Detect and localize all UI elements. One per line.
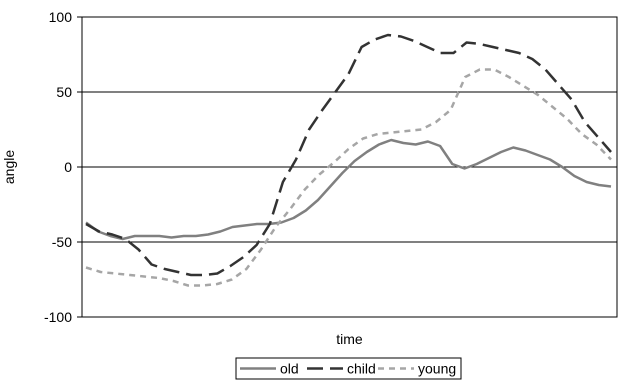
y-axis-title: angle (1, 150, 17, 184)
legend-label-child: child (347, 361, 376, 377)
series-line-young (85, 68, 612, 287)
y-tick-label: 100 (49, 9, 73, 25)
plot-area-frame (81, 16, 618, 318)
y-tick-label: 0 (64, 159, 72, 175)
legend: old child young (235, 357, 462, 380)
legend-label-young: young (418, 361, 456, 377)
y-tick-label: -100 (44, 309, 72, 325)
x-axis-title: time (336, 331, 363, 347)
series-line-child (85, 33, 612, 277)
series-lines (85, 33, 612, 287)
legend-label-old: old (280, 361, 299, 377)
y-tick-labels: -100 -50 0 50 100 (44, 9, 82, 325)
legend-box (235, 357, 462, 380)
series-line-old (85, 138, 612, 241)
y-tick-label: -50 (52, 234, 72, 250)
y-tick-label: 50 (56, 84, 72, 100)
